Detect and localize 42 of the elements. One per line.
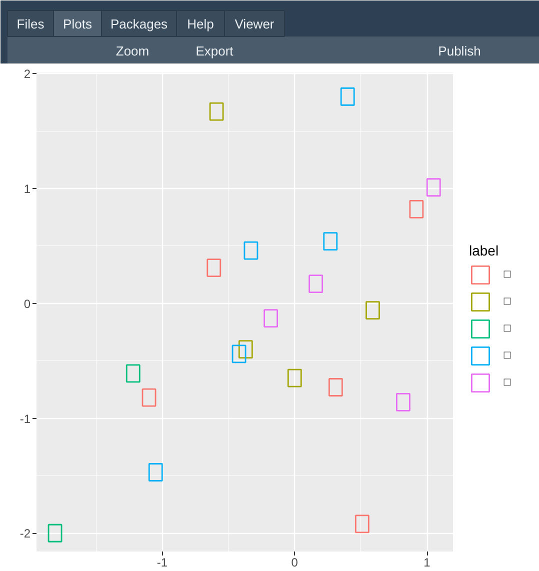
point — [209, 102, 224, 121]
x-tick-label: 1 — [424, 556, 431, 570]
point — [340, 87, 355, 106]
legend-label: □ — [503, 350, 513, 361]
point — [264, 309, 278, 328]
text: Help — [187, 16, 214, 32]
text: Publish — [438, 44, 481, 58]
text: Plots — [63, 16, 92, 32]
point — [409, 200, 424, 218]
y-tick-label: -2 — [20, 526, 31, 541]
point — [148, 463, 163, 482]
text: Packages — [110, 16, 168, 32]
point — [206, 258, 222, 277]
point — [396, 392, 410, 412]
point — [328, 378, 343, 396]
y-tick-label: 1 — [24, 182, 31, 196]
text: Viewer — [234, 16, 275, 32]
text: Export — [196, 44, 234, 58]
legend-label: □ — [503, 296, 513, 307]
y-tick-label: 0 — [24, 296, 31, 311]
y-tick-label: 2 — [24, 67, 31, 82]
text: Files — [16, 16, 45, 32]
point — [354, 514, 370, 534]
legend-label: □ — [503, 324, 513, 334]
legend-label: □ — [503, 378, 513, 388]
text: Zoom — [116, 44, 150, 58]
y-tick-label: -1 — [20, 412, 31, 426]
point — [142, 388, 156, 407]
point — [308, 274, 324, 294]
point — [238, 340, 253, 359]
legend-label: □ — [503, 270, 513, 280]
point — [48, 524, 62, 542]
point — [244, 241, 258, 260]
point — [126, 364, 140, 383]
point — [426, 178, 441, 197]
point — [323, 232, 338, 251]
x-tick-label: 0 — [291, 556, 298, 570]
point — [366, 301, 380, 320]
x-tick-label: -1 — [156, 556, 168, 570]
point — [232, 344, 246, 364]
point — [287, 368, 302, 388]
legend-title: label — [469, 242, 500, 259]
